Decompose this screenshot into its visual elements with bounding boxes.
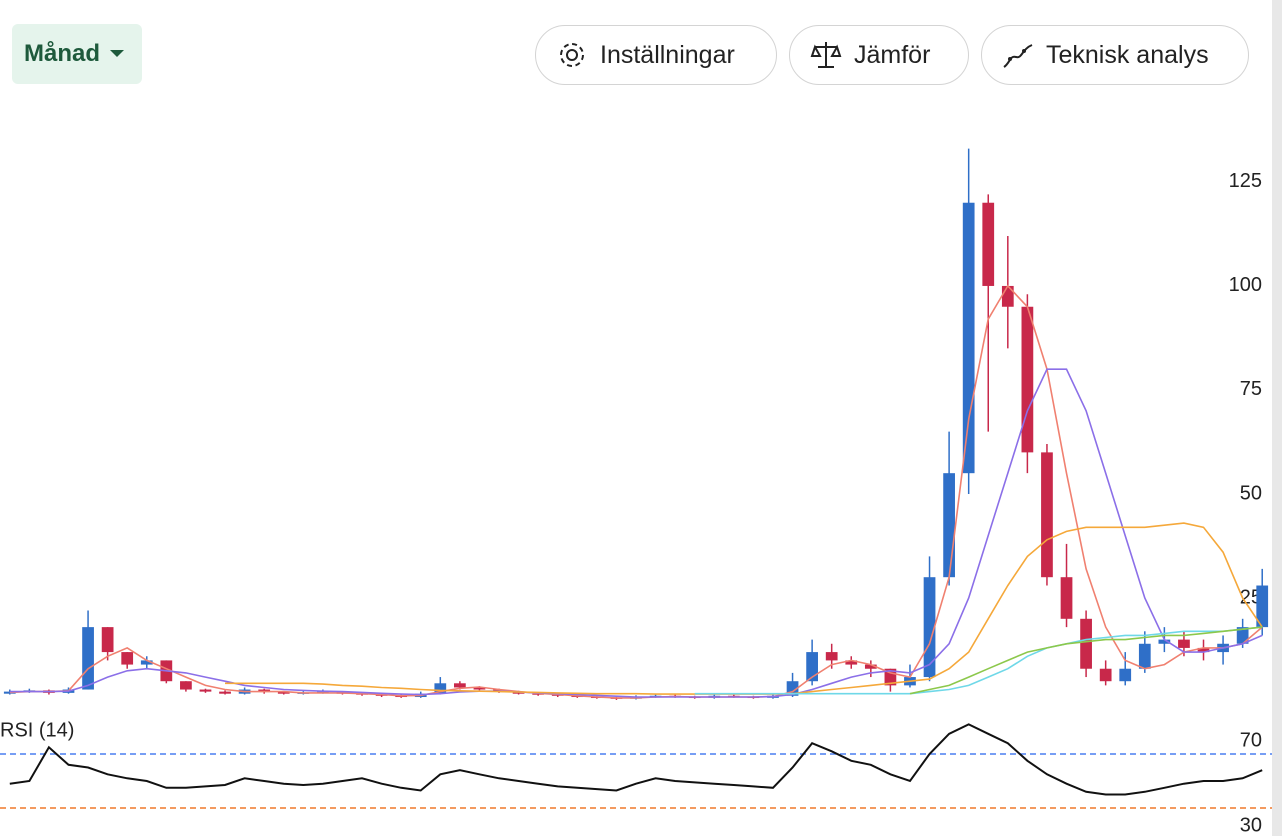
line-series xyxy=(909,626,1263,695)
candle-body xyxy=(962,202,975,474)
candle-body xyxy=(1197,647,1210,653)
candle-body xyxy=(532,693,545,695)
candle-body xyxy=(1080,618,1092,669)
candle-body xyxy=(121,652,134,665)
candle-body xyxy=(258,689,271,692)
candle-body xyxy=(219,691,231,694)
candle-body xyxy=(1001,285,1014,307)
candle-body xyxy=(1158,639,1171,644)
candle-body xyxy=(1256,585,1269,628)
candle-body xyxy=(982,202,995,286)
line-series xyxy=(225,522,1263,695)
candle-body xyxy=(473,687,486,690)
y-tick-label: 100 xyxy=(1229,274,1262,296)
candle-body xyxy=(1099,668,1112,682)
y-tick-label: 75 xyxy=(1240,378,1262,400)
line-series xyxy=(694,626,1263,695)
candle-body xyxy=(943,473,955,578)
period-select[interactable]: Månad xyxy=(12,24,142,84)
rsi-title: RSI (14) xyxy=(0,719,74,741)
y-tick-label: 125 xyxy=(1229,170,1262,192)
settings-button[interactable]: Inställningar xyxy=(535,25,777,85)
candle-body xyxy=(845,660,858,665)
line-series xyxy=(9,723,1263,796)
candle-body xyxy=(884,668,897,686)
gear-icon xyxy=(560,43,584,67)
candle-body xyxy=(825,652,838,661)
caret xyxy=(110,50,125,57)
candle-body xyxy=(277,691,290,694)
trend-icon xyxy=(1003,44,1033,68)
analysis-button[interactable]: Teknisk analys xyxy=(981,25,1249,85)
y-tick-label: 30 xyxy=(1240,814,1262,836)
y-tick-label: 70 xyxy=(1240,729,1262,751)
y-tick-label: 50 xyxy=(1240,482,1262,504)
candle-body xyxy=(1021,306,1034,453)
candle-body xyxy=(101,627,114,653)
candle-body xyxy=(864,664,877,669)
candle-body xyxy=(454,683,466,688)
scrollbar[interactable] xyxy=(1272,0,1282,836)
line-series xyxy=(9,284,1263,699)
candle-body xyxy=(199,689,212,692)
compare-button[interactable]: Jämför xyxy=(789,25,969,85)
candle-body xyxy=(1178,639,1190,648)
candle-body xyxy=(1236,627,1249,644)
candle-body xyxy=(923,577,936,678)
candle-body xyxy=(806,652,818,682)
candle-body xyxy=(1060,577,1073,619)
candle-body xyxy=(82,627,94,690)
scale-icon xyxy=(810,42,842,68)
candle-body xyxy=(140,660,153,665)
button-label: Jämför xyxy=(854,40,931,69)
button-label: Teknisk analys xyxy=(1046,40,1209,69)
candle-body xyxy=(1041,452,1053,578)
button-label: Inställningar xyxy=(600,40,735,69)
candle-body xyxy=(786,681,799,696)
candle-body xyxy=(3,691,16,694)
candle-body xyxy=(180,681,192,690)
candle-body xyxy=(434,683,447,694)
line-series xyxy=(9,368,1263,698)
candle-body xyxy=(1119,668,1132,682)
period-label: Månad xyxy=(24,40,101,67)
candle-body xyxy=(1138,643,1151,669)
